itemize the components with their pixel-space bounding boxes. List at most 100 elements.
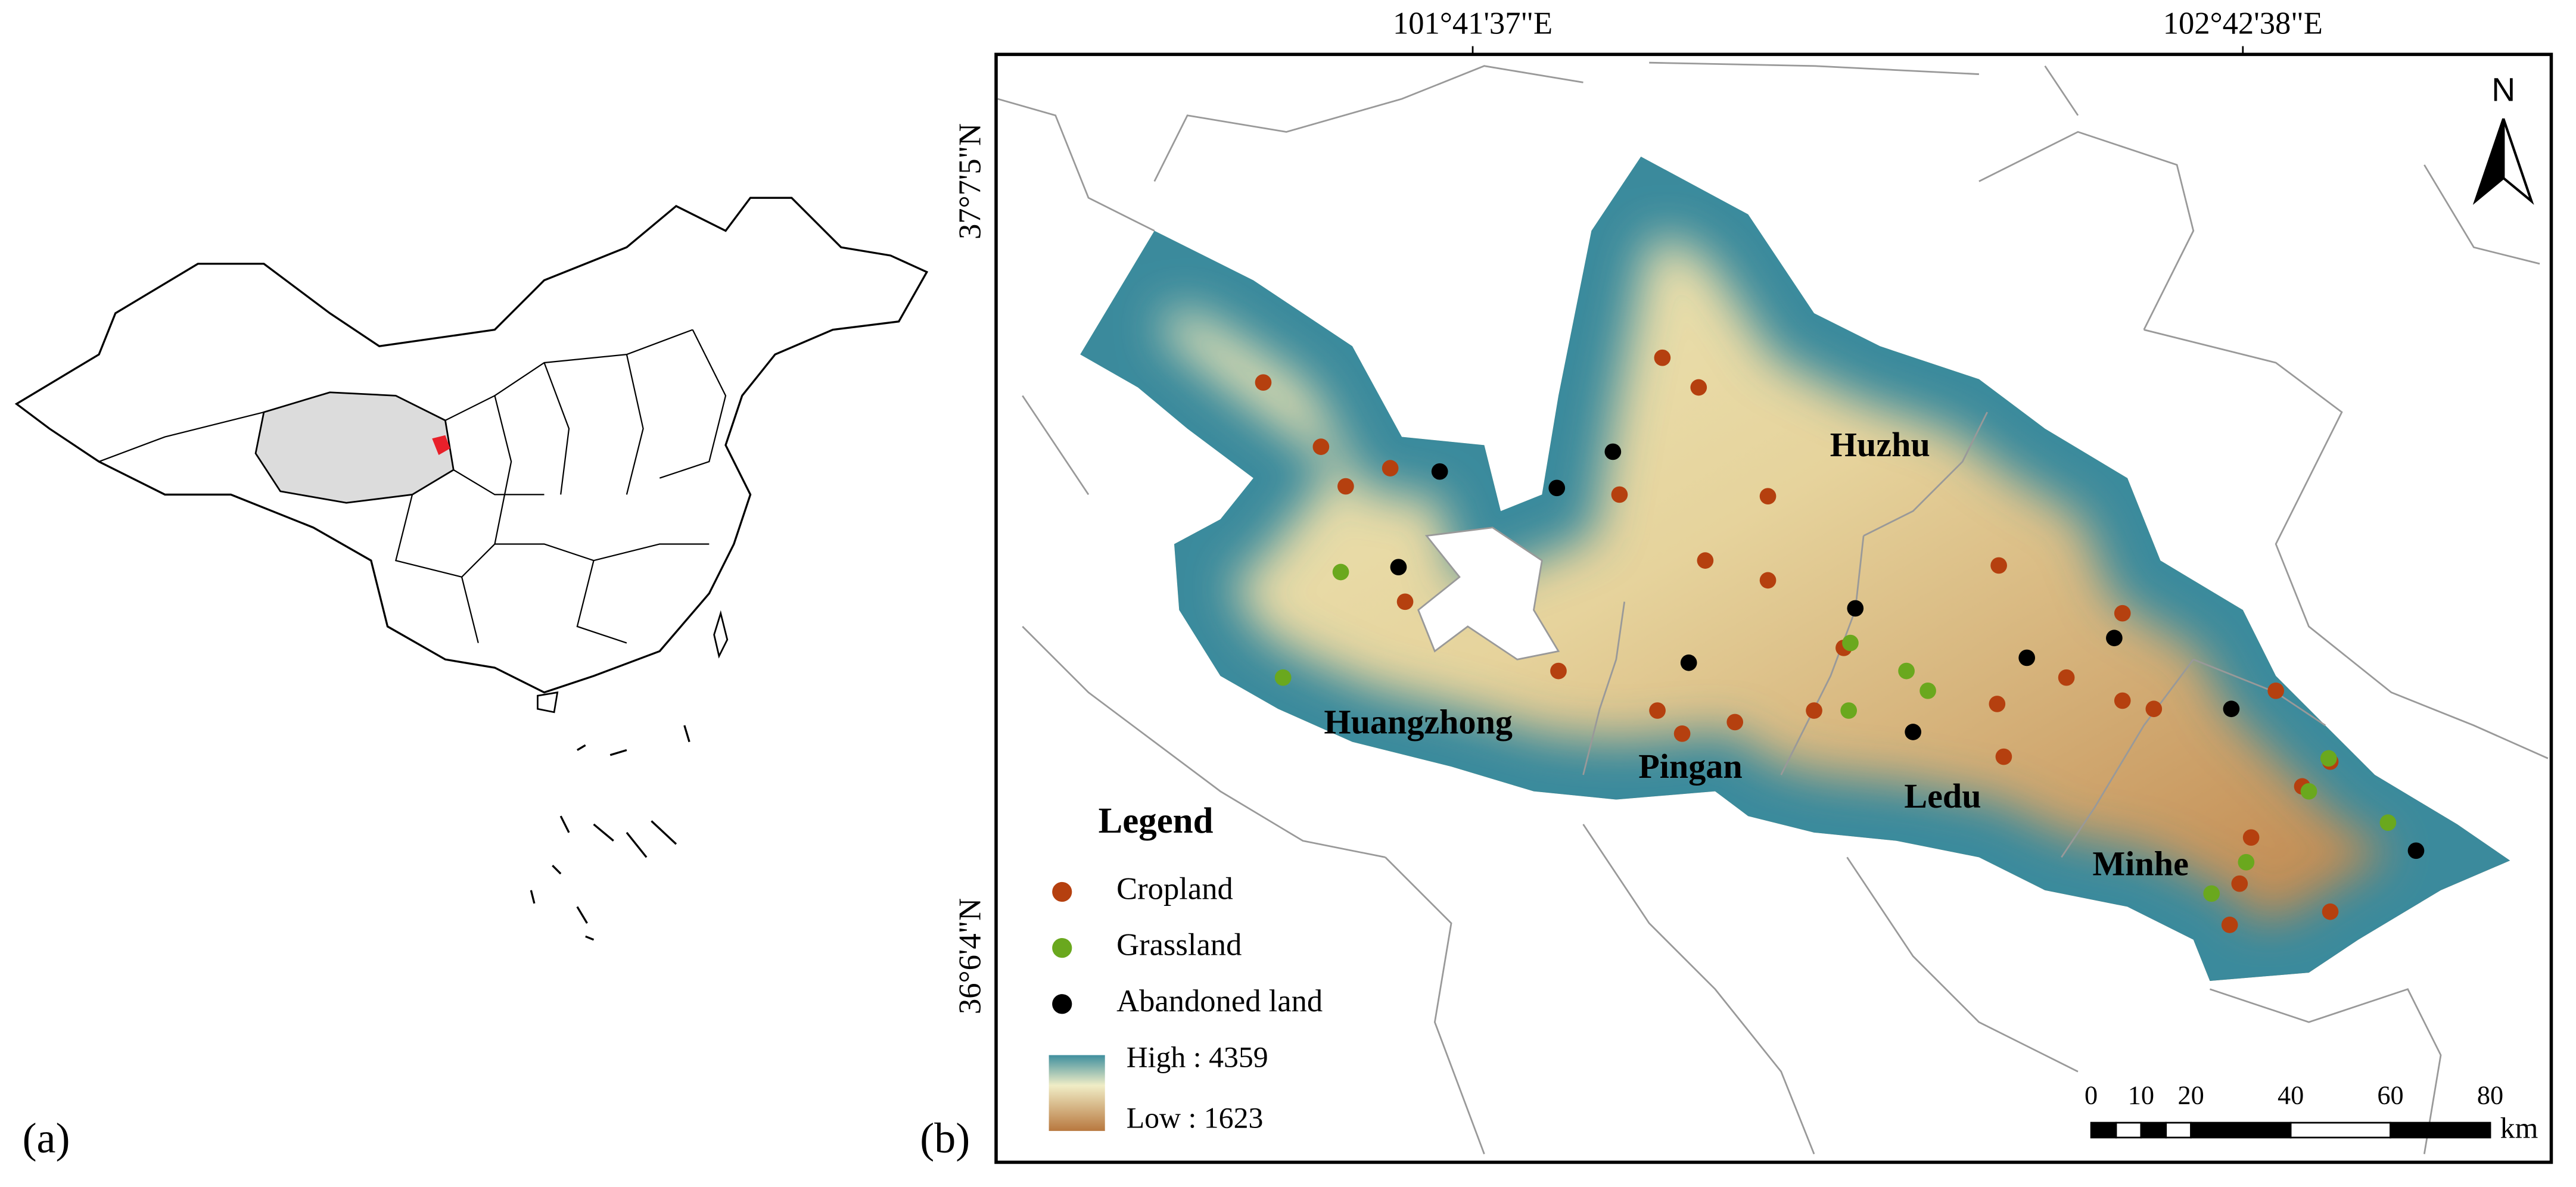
legend-marker [1052,994,1072,1014]
district-label: Huangzhong [1324,702,1513,741]
qinghai [254,391,455,504]
sample-point [1905,724,1922,740]
district-label: Pingan [1638,747,1742,786]
sample-point [1990,557,2007,574]
legend-marker [1052,881,1072,902]
sample-point [2379,814,2397,831]
legend-label: Cropland [1116,872,1233,906]
sample-point [1847,600,1864,617]
legend-low: Low : 1623 [1127,1102,1264,1135]
scale-segment [2190,1121,2292,1139]
lat-label: 36°6'4"N [953,898,987,1014]
sample-point [1759,572,1777,589]
elevation-shade [1080,156,2510,981]
north-arrow [2502,118,2534,205]
sample-point [2018,649,2036,666]
sample-point [2320,750,2337,767]
sample-point [1995,748,2012,765]
china-map [14,197,929,941]
sample-point [1390,559,1407,576]
legend-marker [1052,938,1072,958]
sample-point [2242,829,2260,846]
north-label: N [2491,71,2515,108]
sample-point [1690,379,1707,396]
scale-label: 80 [2477,1081,2503,1110]
scale-label: 0 [2085,1081,2098,1110]
island-dashes [530,725,690,941]
scale-segment [2140,1121,2167,1139]
sample-point [1550,662,1567,680]
sample-point [1396,593,1414,610]
scale-unit: km [2500,1111,2538,1144]
sample-point [1649,702,1666,719]
district-label: Huzhu [1830,425,1930,464]
sample-point [1989,696,2006,712]
scale-segment [2090,1121,2117,1139]
sample-points [1255,349,2425,933]
scale-label: 20 [2177,1081,2204,1110]
background-boundaries [997,61,2549,1155]
sample-point [1898,662,1915,680]
sample-point [1548,479,1566,497]
north-arrow [2472,118,2505,205]
legend-title: Legend [1099,801,1214,841]
china-outline [14,197,929,694]
study-area-marker [432,435,450,455]
sample-point [1806,702,1822,719]
islands [537,610,729,714]
sample-point [2322,903,2339,920]
sample-point [1255,374,1272,391]
sample-point [1611,486,1628,503]
sample-point [1759,488,1777,505]
sample-point [1697,552,1714,569]
sample-point [2114,692,2131,709]
lon-label: 102°42'38"E [2163,6,2323,40]
scale-label: 10 [2128,1081,2154,1110]
elevation-ramp [1049,1055,1105,1131]
map-frame [994,52,2553,1164]
sample-point [1919,682,1936,699]
province-lines [98,329,727,644]
sample-point [2058,669,2075,686]
sample-point [1726,714,1744,731]
lat-label: 37°7'5"N [953,123,987,239]
district-boundaries [1582,412,2326,858]
sample-point [1673,725,1691,742]
scale-segment [2289,1121,2391,1139]
sample-point [2231,875,2248,892]
legend-high: High : 4359 [1127,1040,1268,1073]
sample-point [1312,438,1330,455]
sample-point [1337,478,1354,495]
scale-segment [2165,1121,2192,1139]
scale-segment [2115,1121,2142,1139]
sample-point [1604,443,1622,460]
legend: Cropland Grassland Abandoned land [1052,872,1323,1018]
district-label: Ledu [1904,777,1981,815]
scale-label: 40 [2278,1081,2304,1110]
scale-segment [2390,1121,2491,1139]
study-area [1080,156,2510,981]
sample-point [1842,634,1859,652]
sample-point [1332,563,1349,581]
scale-label: 60 [2377,1081,2403,1110]
lon-label: 101°41'37"E [1393,6,1553,40]
legend-label: Grassland [1116,928,1242,962]
panel-label: (b) [920,1114,970,1162]
sample-point [2223,700,2240,718]
sample-point [2203,885,2220,902]
panel-label: (a) [23,1114,70,1162]
sample-point [2221,917,2238,933]
sample-point [2267,682,2285,699]
sample-point [1382,460,1399,476]
sample-point [1274,669,1292,686]
sample-point [2300,783,2317,800]
sample-point [1654,349,1671,366]
sample-point [1431,463,1448,480]
sample-point [1840,702,1858,719]
excluded-area [1417,526,1560,661]
legend-label: Abandoned land [1116,984,1323,1018]
sample-point [2238,853,2255,871]
sample-point [2114,605,2131,622]
